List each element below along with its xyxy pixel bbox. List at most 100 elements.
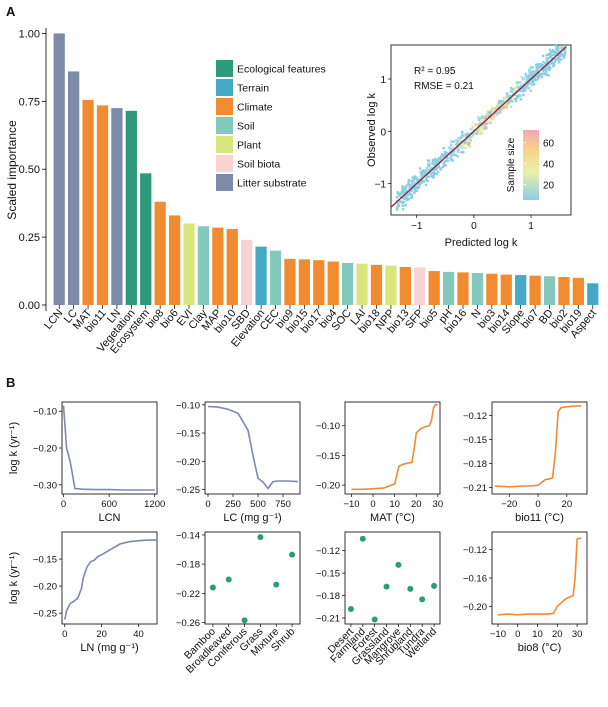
inset-point	[540, 72, 544, 76]
inset-point	[419, 167, 422, 170]
inset-x-tick-label: 0	[471, 221, 477, 232]
inset-point	[413, 177, 416, 180]
inset-point	[410, 179, 413, 183]
inset-point	[463, 141, 467, 144]
inset-point	[552, 53, 556, 57]
inset-point	[428, 171, 432, 174]
inset-point	[407, 182, 411, 186]
inset-point	[502, 100, 505, 104]
inset-point	[461, 143, 464, 146]
inset-point	[428, 164, 431, 168]
inset-point	[465, 134, 469, 138]
pdp-x-tick-label: 10	[532, 629, 543, 640]
bar-lc	[68, 71, 80, 305]
pdp-y-tick-label: −0.12	[463, 545, 487, 556]
inset-point	[524, 74, 528, 77]
inset-point	[556, 48, 560, 51]
inset-point	[535, 74, 539, 78]
inset-point	[564, 51, 567, 54]
legend-swatch	[216, 117, 233, 134]
bar-aspect	[587, 283, 599, 305]
pdp-y-tick-label: −0.10	[316, 421, 340, 432]
inset-point	[401, 201, 404, 205]
inset-point	[463, 139, 466, 143]
inset-point	[442, 153, 445, 157]
inset-point	[500, 102, 503, 106]
inset-point	[555, 44, 558, 48]
pdp-point-mangrove	[395, 561, 402, 568]
inset-point	[510, 100, 514, 103]
inset-point	[404, 186, 408, 189]
inset-point	[412, 179, 415, 182]
colorbar-ticks: 20 40 60	[523, 139, 555, 191]
inset-y-tick-label: 0	[380, 127, 386, 138]
inset-point	[449, 156, 452, 160]
inset-point	[440, 153, 444, 156]
inset-point	[409, 196, 413, 200]
bar-soc	[342, 262, 354, 305]
inset-point	[528, 81, 531, 85]
pdp-y-tick-label: −0.12	[463, 411, 487, 422]
pdp-y-tick-label: −0.26	[176, 618, 200, 629]
inset-point	[403, 188, 406, 191]
legend-swatch	[216, 98, 233, 115]
inset-point	[552, 62, 556, 65]
inset-point	[503, 96, 506, 99]
pdp-y-tick-label: −0.20	[176, 457, 200, 468]
inset-point	[460, 151, 463, 154]
inset-point	[536, 67, 540, 70]
inset-point	[407, 197, 410, 201]
inset-point	[425, 178, 429, 182]
inset-point	[547, 74, 550, 77]
pdp-y-tick-label: −0.15	[316, 451, 340, 462]
inset-point	[456, 139, 460, 143]
inset-point	[444, 164, 448, 167]
bar-sbd	[241, 239, 253, 305]
inset-point	[485, 117, 489, 120]
inset-point	[456, 155, 459, 158]
inset-point	[469, 128, 473, 131]
pdp-x-label: bio8 (°C)	[518, 642, 562, 654]
inset-point	[407, 178, 411, 182]
inset-point	[463, 133, 466, 136]
pdp-y-tick-label: −0.14	[176, 530, 200, 541]
inset-point	[450, 148, 454, 152]
pdp-bio11-curve	[494, 405, 582, 488]
inset-point	[490, 114, 493, 118]
inset-point	[526, 78, 529, 81]
inset-point	[500, 100, 503, 103]
inset-point	[511, 96, 514, 100]
inset-point	[405, 189, 408, 192]
inset-point	[401, 187, 404, 190]
inset-point	[451, 159, 455, 162]
inset-point	[405, 198, 409, 202]
inset-point	[416, 178, 420, 182]
inset-point	[528, 71, 532, 74]
inset-point	[509, 105, 513, 108]
pdp-y-tick-label: −0.15	[316, 569, 340, 580]
inset-point	[455, 139, 458, 142]
inset-point	[432, 171, 435, 174]
pdp-y-tick-label: −0.10	[176, 400, 200, 411]
pdp-x-tick-label: −20	[501, 499, 517, 510]
inset-point	[560, 58, 563, 61]
pdp-bio8: −0.12 −0.16 −0.20 −10 0 10 20 30 bio8 (°C)	[463, 531, 588, 654]
inset-point	[421, 173, 425, 176]
inset-point	[484, 115, 487, 119]
inset-point	[475, 131, 479, 135]
inset-point	[405, 184, 408, 188]
pdp-x-tick-label: 0	[515, 629, 520, 640]
inset-point	[450, 143, 453, 146]
inset-point	[474, 124, 478, 128]
pdp-x-tick-label: 1200	[144, 499, 165, 510]
inset-point	[406, 193, 409, 197]
inset-point	[443, 155, 447, 158]
bar-bio6	[168, 215, 181, 305]
inset-point	[489, 110, 492, 113]
inset-point	[442, 161, 446, 165]
inset-point	[408, 192, 412, 196]
inset-point	[561, 47, 564, 50]
pdp-x-tick-label: −10	[343, 499, 359, 510]
inset-point	[465, 133, 469, 137]
